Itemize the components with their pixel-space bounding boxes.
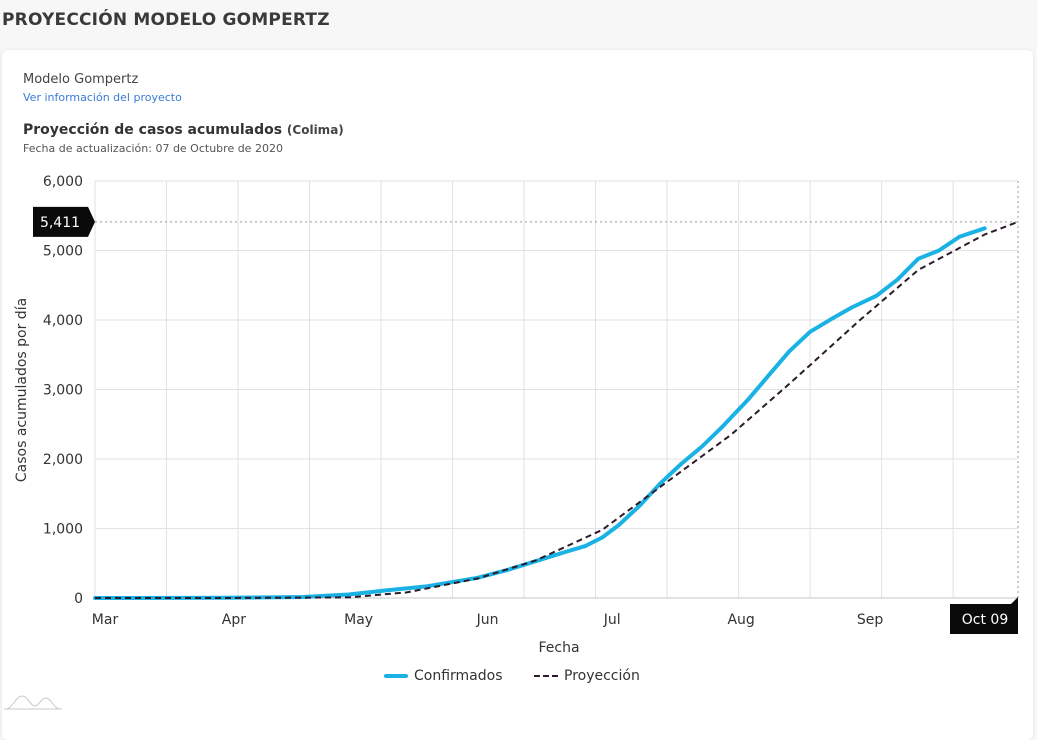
chart[interactable]: 0 1,000 2,000 3,000 4,000 5,000 6,000 Mar Apr May… (2, 50, 1033, 740)
y-tick-label: 4,000 (43, 313, 83, 329)
y-axis-title: Casos acumulados por día (14, 298, 30, 482)
x-tick-label: Apr (222, 612, 246, 628)
series-line-confirmados (93, 226, 987, 600)
project-info-link[interactable]: Ver información del proyecto (23, 91, 182, 104)
x-tick-label: Jun (476, 612, 499, 628)
update-date: Fecha de actualización: 07 de Octubre de… (23, 142, 283, 155)
series (93, 220, 1019, 600)
legend-item-proyeccion[interactable]: Proyección (534, 668, 640, 684)
grid (94, 180, 1018, 599)
axes: 0 1,000 2,000 3,000 4,000 5,000 6,000 Mar Apr May… (14, 174, 1018, 656)
crosshair-y-badge-bg (33, 206, 95, 237)
crosshair-x-badge: Oct 09 (950, 597, 1018, 634)
y-tick-label: 3,000 (43, 383, 83, 399)
x-tick-label: May (344, 612, 373, 628)
legend-label-proyeccion: Proyección (564, 668, 640, 684)
page-title: PROYECCIÓN MODELO GOMPERTZ (2, 10, 330, 30)
legend-label-confirmados: Confirmados (414, 668, 503, 684)
model-name: Modelo Gompertz (23, 72, 139, 87)
y-tick-label: 5,000 (43, 244, 83, 260)
chart-card: Modelo Gompertz Ver información del proy… (2, 50, 1033, 740)
legend-swatch-confirmados (384, 674, 408, 678)
x-tick-label: Mar (92, 612, 119, 628)
crosshair-y-badge: 5,411 (33, 206, 95, 237)
chart-title: Proyección de casos acumulados (Colima) (23, 122, 344, 138)
x-tick-label: Jul (603, 612, 621, 628)
x-axis-title: Fecha (538, 640, 579, 656)
y-tick-label: 1,000 (43, 522, 83, 538)
chart-region: (Colima) (286, 123, 344, 137)
crosshair: 5,411 Oct 09 (33, 181, 1019, 634)
y-tick-label: 6,000 (43, 174, 83, 190)
chart-title-text: Proyección de casos acumulados (23, 122, 283, 138)
crosshair-x-label: Oct 09 (962, 612, 1008, 628)
y-tick-label: 0 (74, 591, 83, 607)
series-line-proyeccion (95, 220, 1019, 599)
legend-item-confirmados[interactable]: Confirmados (384, 668, 503, 684)
crosshair-y-label: 5,411 (40, 215, 80, 231)
x-tick-label: Sep (857, 612, 884, 628)
y-tick-label: 2,000 (43, 452, 83, 468)
legend-swatch-proyeccion (534, 675, 558, 677)
x-tick-label: Aug (727, 612, 754, 628)
crosshair-x-badge-bg (950, 597, 1018, 634)
wave-logo-icon (4, 695, 62, 710)
